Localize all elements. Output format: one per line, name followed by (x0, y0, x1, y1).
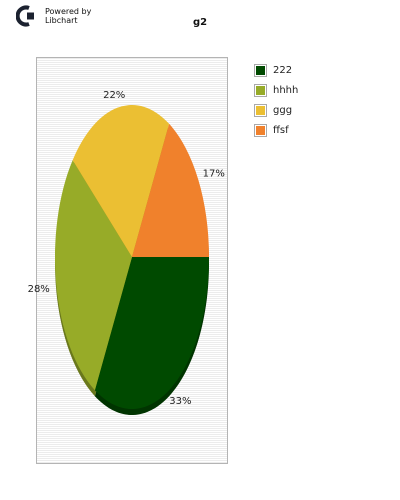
plot-stripe (37, 460, 227, 461)
legend-label: 222 (273, 64, 293, 76)
plot-stripe (37, 98, 227, 99)
legend-label: hhhh (273, 84, 299, 96)
plot-stripe (37, 60, 227, 61)
slice-percent-label: 28% (28, 284, 50, 295)
brand-name: Libchart (45, 16, 78, 25)
plot-stripe (37, 420, 227, 421)
legend-label: ffsf (273, 124, 289, 136)
plot-stripe (37, 104, 227, 105)
plot-stripe (37, 416, 227, 417)
plot-stripe (37, 428, 227, 429)
brand-text: Powered by Libchart (45, 7, 91, 25)
legend-swatch (254, 123, 267, 137)
brand-logo: Powered by Libchart (16, 5, 91, 27)
plot-stripe (37, 80, 227, 81)
plot-stripe (37, 102, 227, 103)
plot-stripe (37, 82, 227, 83)
plot-stripe (37, 70, 227, 71)
plot-stripe (37, 436, 227, 437)
plot-stripe (37, 86, 227, 87)
plot-stripe (37, 462, 227, 463)
plot-stripe (37, 456, 227, 457)
plot-stripe (37, 64, 227, 65)
plot-stripe (37, 100, 227, 101)
plot-stripe (37, 62, 227, 63)
plot-stripe (37, 96, 227, 97)
plot-stripe (37, 76, 227, 77)
plot-stripe (37, 92, 227, 93)
plot-stripe (37, 422, 227, 423)
plot-stripe (37, 66, 227, 67)
plot-stripe (37, 442, 227, 443)
legend-item: ggg (254, 100, 298, 120)
slice-percent-label: 22% (103, 90, 125, 101)
plot-stripe (37, 78, 227, 79)
plot-stripe (37, 434, 227, 435)
slice-percent-label: 33% (169, 396, 191, 407)
plot-stripe (37, 58, 227, 59)
plot-stripe (37, 88, 227, 89)
legend-item: hhhh (254, 80, 298, 100)
plot-stripe (37, 432, 227, 433)
pie-slice (72, 104, 170, 257)
plot-stripe (37, 458, 227, 459)
legend-item: 222 (254, 60, 298, 80)
plot-stripe (37, 68, 227, 69)
plot-stripe (37, 94, 227, 95)
plot-stripe (37, 452, 227, 453)
plot-stripe (37, 84, 227, 85)
pie-slice (54, 160, 132, 391)
plot-stripe (37, 424, 227, 425)
plot-stripe (37, 438, 227, 439)
pie-slice (94, 257, 209, 410)
slice-percent-label: 17% (203, 169, 225, 180)
plot-stripe (37, 444, 227, 445)
plot-stripe (37, 72, 227, 73)
plot-stripe (37, 90, 227, 91)
legend-item: ffsf (254, 120, 298, 140)
plot-stripe (37, 450, 227, 451)
legend-swatch (254, 83, 267, 97)
plot-stripe (37, 454, 227, 455)
legend-swatch (254, 103, 267, 117)
legend-label: ggg (273, 104, 293, 116)
plot-stripe (37, 446, 227, 447)
legend: 222 hhhh ggg ffsf (254, 60, 298, 140)
plot-stripe (37, 418, 227, 419)
plot-stripe (37, 430, 227, 431)
pie-slice (132, 123, 209, 257)
plot-stripe (37, 74, 227, 75)
brand-powered-by: Powered by (45, 7, 92, 16)
plot-stripe (37, 448, 227, 449)
plot-border (36, 57, 228, 464)
libchart-logo-icon (16, 5, 34, 27)
legend-swatch (254, 63, 267, 77)
plot-stripe (37, 426, 227, 427)
chart-title: g2 (192, 17, 208, 28)
plot-stripe (37, 440, 227, 441)
